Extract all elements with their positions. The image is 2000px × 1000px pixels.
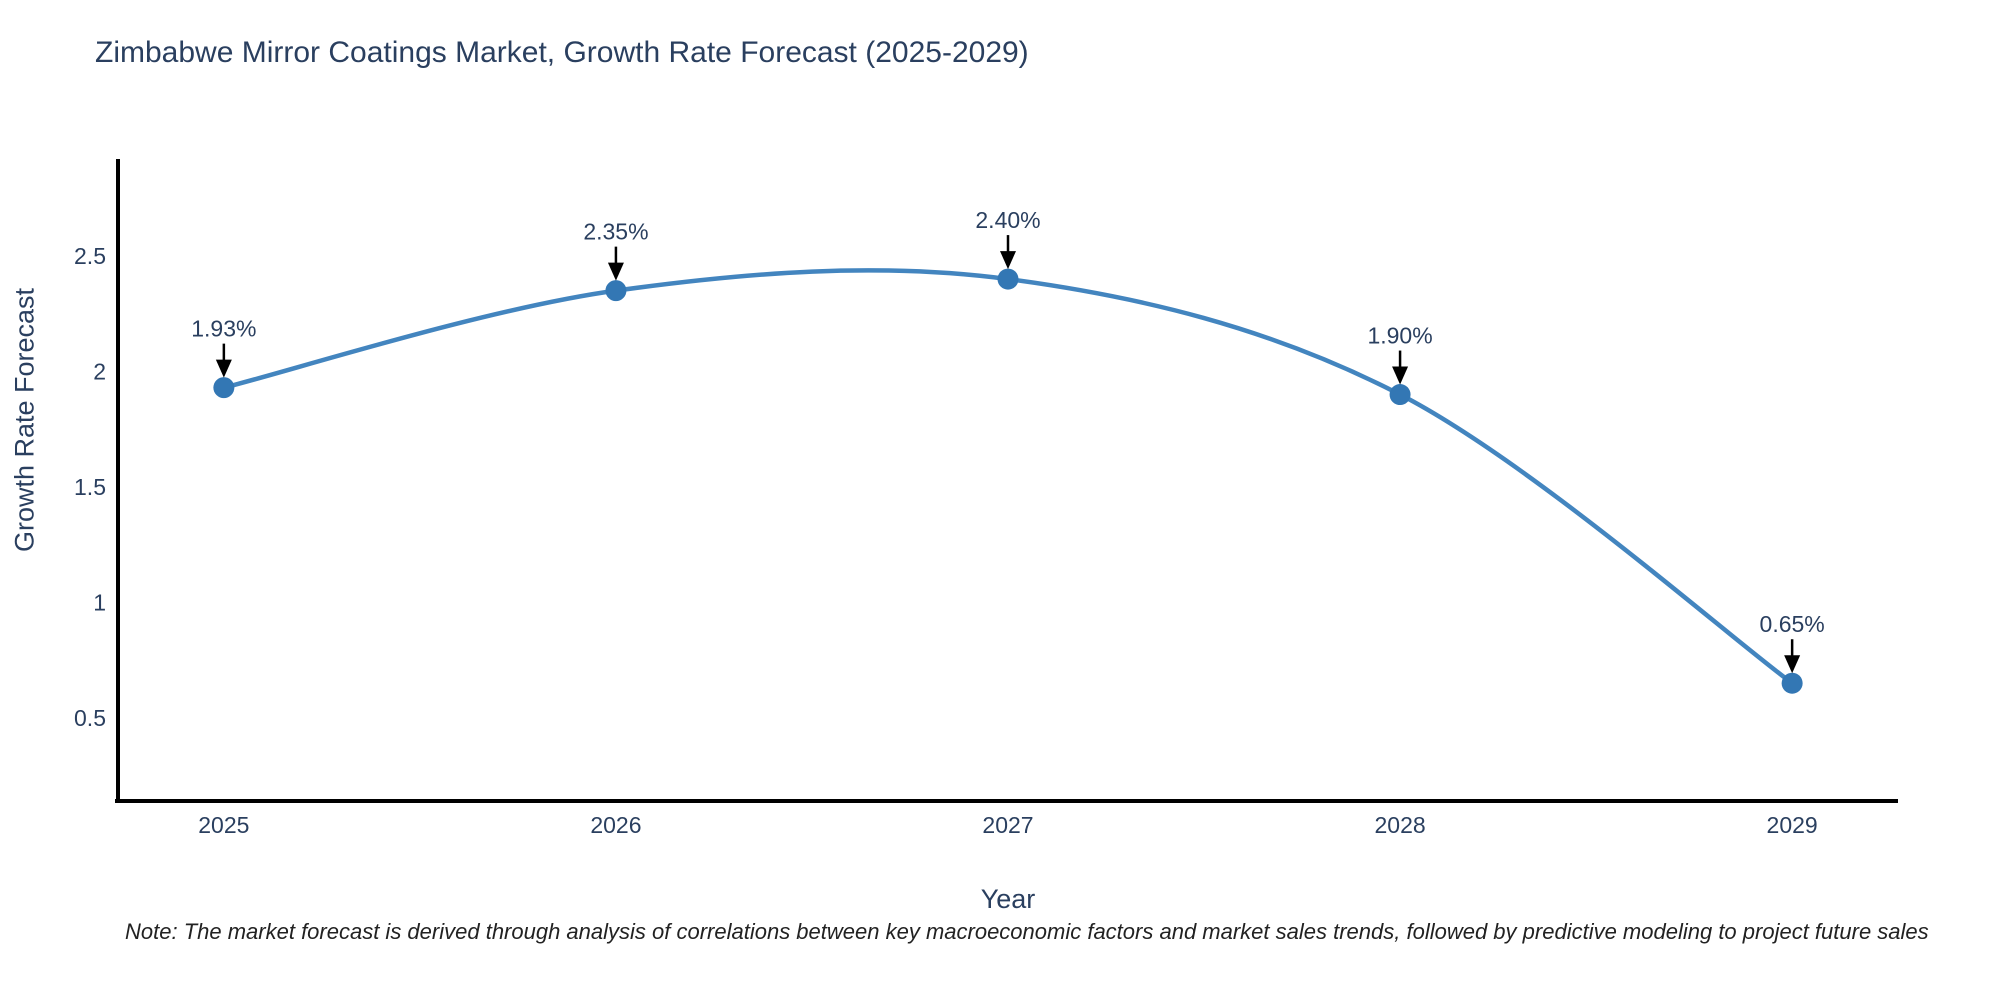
data-point-marker [1781,672,1803,694]
y-tick-label: 1 [93,589,106,615]
data-point-marker [605,280,627,302]
annotation-arrowhead-icon [1784,655,1801,674]
x-tick-label: 2025 [198,812,249,838]
annotation-arrowhead-icon [607,262,624,281]
data-point-label: 1.90% [1367,323,1432,349]
data-point-label: 1.93% [191,316,256,342]
data-point-marker [1389,384,1411,406]
y-tick-label: 2.5 [74,243,106,269]
x-tick-label: 2026 [590,812,641,838]
x-tick-label: 2027 [982,812,1033,838]
x-tick-label: 2029 [1767,812,1818,838]
y-tick-label: 0.5 [74,705,106,731]
y-tick-label: 2 [93,358,106,384]
forecast-line [221,268,1795,686]
annotation-arrowhead-icon [1000,251,1016,270]
chart-title: Zimbabwe Mirror Coatings Market, Growth … [95,36,1029,69]
y-tick-label: 1.5 [74,474,106,500]
x-axis-title: Year [980,884,1036,914]
annotation-arrowhead-icon [215,359,232,378]
y-axis-title: Growth Rate Forecast [9,287,40,553]
data-point-marker [997,268,1019,290]
data-point-label: 0.65% [1760,611,1825,637]
x-tick-label: 2028 [1374,812,1425,838]
footnote: Note: The market forecast is derived thr… [125,919,1929,944]
data-point-marker [213,377,235,399]
data-point-label: 2.40% [975,207,1040,233]
annotation-arrowhead-icon [1392,366,1409,385]
data-point-label: 2.35% [583,219,648,245]
